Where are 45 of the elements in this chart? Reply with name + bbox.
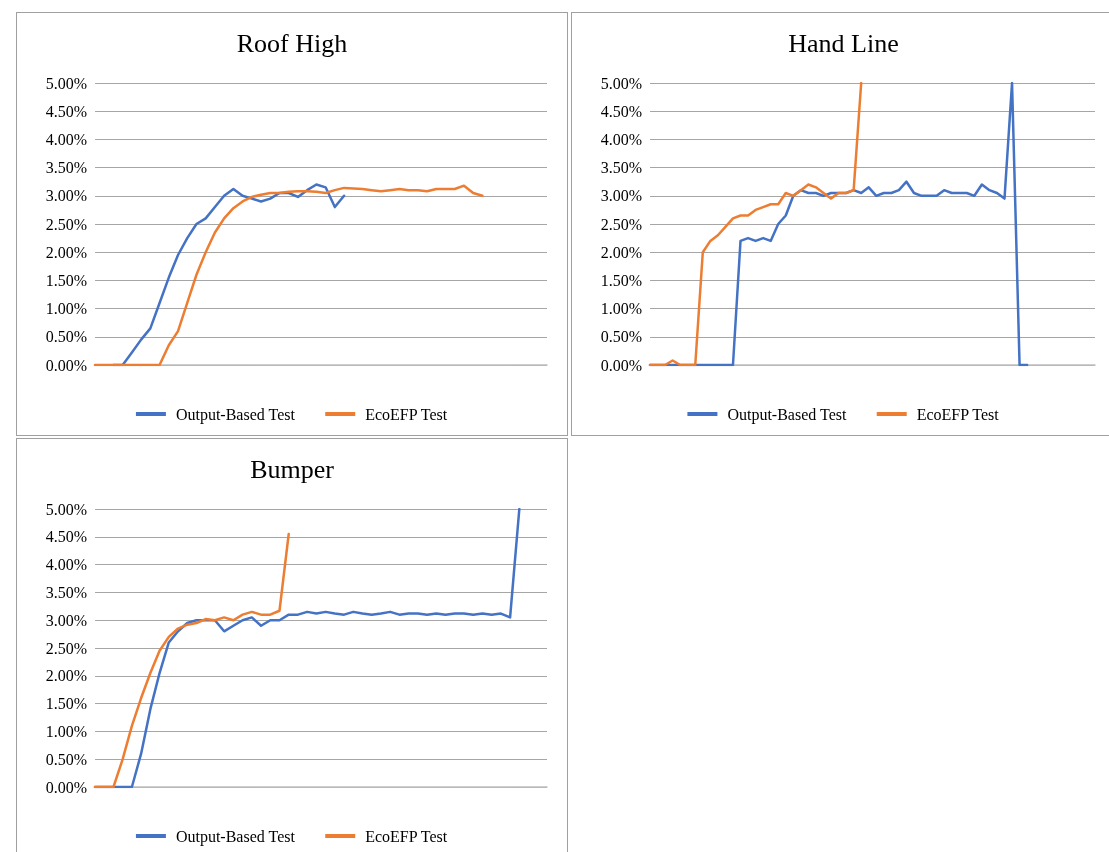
y-tick-label: 3.50% bbox=[600, 159, 642, 177]
y-tick-label: 3.00% bbox=[45, 611, 87, 629]
y-tick-label: 2.50% bbox=[600, 215, 642, 233]
chart-title: Roof High bbox=[236, 28, 348, 58]
y-tick-label: 2.00% bbox=[45, 667, 87, 685]
legend-label: Output-Based Test bbox=[175, 827, 296, 846]
y-tick-label: 0.50% bbox=[45, 328, 87, 346]
line-series bbox=[93, 532, 290, 789]
legend-label: EcoEFP Test bbox=[916, 405, 1000, 423]
y-tick-label: 3.50% bbox=[45, 159, 87, 177]
legend-label: Output-Based Test bbox=[175, 405, 296, 424]
y-tick-label: 1.00% bbox=[45, 722, 87, 740]
y-tick-label: 4.50% bbox=[45, 102, 87, 120]
y-tick-label: 0.00% bbox=[45, 778, 87, 796]
line-series bbox=[93, 184, 484, 367]
y-tick-label: 0.50% bbox=[45, 750, 87, 768]
chart-title: Hand Line bbox=[788, 28, 899, 58]
y-tick-label: 4.50% bbox=[45, 528, 87, 546]
chart-title: Bumper bbox=[250, 454, 335, 484]
y-tick-label: 5.00% bbox=[45, 74, 87, 92]
y-tick-label: 5.00% bbox=[45, 500, 87, 518]
y-tick-label: 4.00% bbox=[600, 130, 642, 148]
legend-label: Output-Based Test bbox=[727, 405, 847, 424]
y-tick-label: 1.00% bbox=[600, 300, 642, 318]
y-tick-label: 2.50% bbox=[45, 215, 87, 233]
y-tick-label: 4.00% bbox=[45, 130, 87, 148]
y-tick-label: 0.50% bbox=[600, 328, 642, 346]
y-tick-label: 4.50% bbox=[600, 102, 642, 120]
y-tick-label: 3.00% bbox=[45, 187, 87, 205]
y-tick-label: 0.00% bbox=[600, 356, 642, 374]
y-tick-label: 1.50% bbox=[600, 271, 642, 289]
line-series bbox=[648, 81, 863, 367]
y-tick-label: 3.00% bbox=[600, 187, 642, 205]
y-tick-label: 0.00% bbox=[45, 356, 87, 374]
y-tick-label: 4.00% bbox=[45, 556, 87, 574]
y-tick-label: 2.50% bbox=[45, 639, 87, 657]
y-tick-label: 2.00% bbox=[45, 243, 87, 261]
y-tick-label: 1.00% bbox=[45, 300, 87, 318]
legend-label: EcoEFP Test bbox=[365, 827, 448, 845]
y-tick-label: 1.50% bbox=[45, 271, 87, 289]
y-tick-label: 1.50% bbox=[45, 695, 87, 713]
legend-label: EcoEFP Test bbox=[365, 405, 448, 423]
y-tick-label: 2.00% bbox=[600, 243, 642, 261]
y-tick-label: 3.50% bbox=[45, 583, 87, 601]
y-tick-label: 5.00% bbox=[600, 74, 642, 92]
